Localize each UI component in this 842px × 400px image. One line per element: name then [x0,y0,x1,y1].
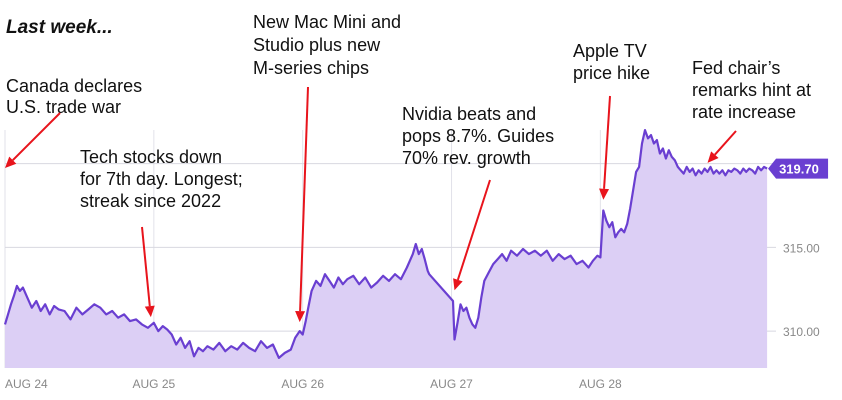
annotation-arrowhead [295,310,306,323]
annotation-text: Apple TV [573,41,647,61]
annotation-arrow [141,226,151,307]
y-tick-label: 315.00 [783,241,820,255]
annotation-2: New Mac Mini and Studio plus new M-series … [253,12,401,323]
annotation-text: New Mac Mini and [253,12,401,32]
annotation-text: M-series chips [253,58,369,78]
annotation-arrow [714,130,737,156]
annotation-text: price hike [573,63,650,83]
annotation-arrow [299,86,309,312]
x-tick-label: AUG 25 [132,377,175,391]
last-price-badge-shape [768,158,829,179]
x-tick-label: AUG 26 [281,377,324,391]
y-tick-label: 310.00 [783,325,820,339]
x-tick-label: AUG 24 [5,377,48,391]
chart-title: Last week... [6,17,113,38]
annotation-text: remarks hint at [692,80,811,100]
annotation-arrowhead [453,278,463,291]
annotation-text: Studio plus new [253,35,381,55]
annotation-arrow [12,112,61,161]
annotation-arrowhead [144,305,155,318]
annotation-text: Nvidia beats and [402,104,536,124]
price-line [3,129,768,359]
annotation-arrowhead [707,151,719,163]
annotation-arrow [456,179,491,281]
annotation-text: Tech stocks down [80,147,222,167]
annotation-text: pops 8.7%. Guides [402,126,554,146]
x-tick-label: AUG 27 [430,377,473,391]
annotation-text: rate increase [692,102,796,122]
annotation-arrow [603,95,611,189]
annotation-arrowhead [599,188,610,200]
annotation-arrowhead [5,156,17,168]
x-tick-label: AUG 28 [579,377,622,391]
annotation-text: for 7th day. Longest; [80,169,243,189]
x-axis-labels: AUG 24 AUG 25 AUG 26 AUG 27 AUG 28 [5,377,622,391]
last-price-label: 319.70 [779,162,819,177]
annotation-text: Fed chair’s [692,58,780,78]
annotation-text: U.S. trade war [6,97,121,117]
last-price-badge: 319.70 [768,158,829,179]
annotation-text: 70% rev. growth [402,148,531,168]
annotation-text: Canada declares [6,76,142,96]
price-area-fill [5,130,768,368]
annotation-text: streak since 2022 [80,191,221,211]
